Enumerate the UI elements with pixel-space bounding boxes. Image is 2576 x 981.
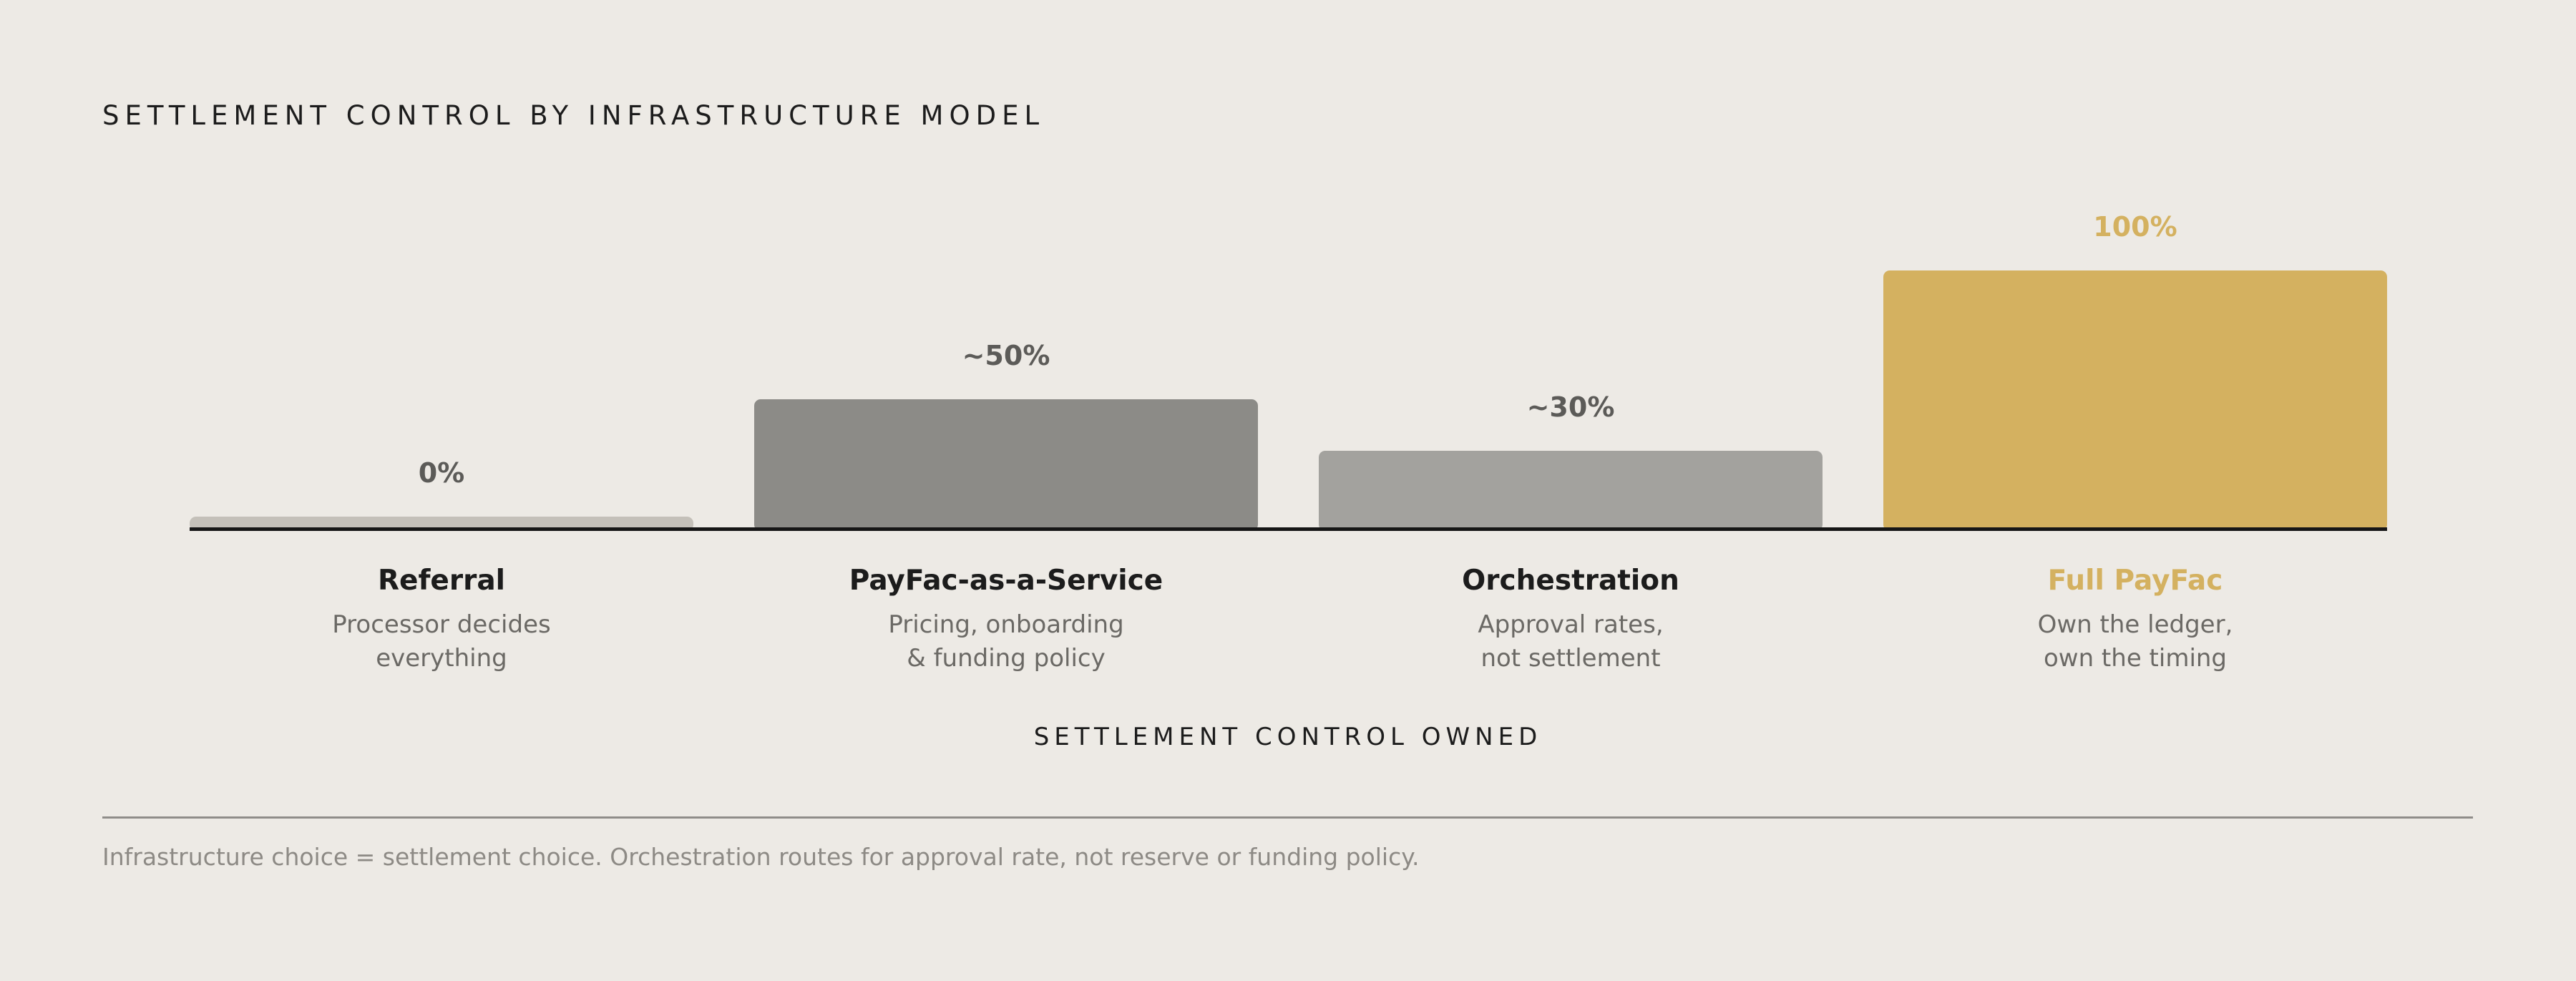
bar-chart: 0% Referral Processor decides everything ~50… [190,211,2387,673]
category-description: own the timing [2044,644,2227,673]
category-description: Pricing, onboarding [888,610,1123,639]
category-label: PayFac-as-a-Service [849,565,1163,597]
category-description: & funding policy [907,644,1105,673]
bar [1883,270,2387,531]
divider [102,816,2473,819]
bar-value-label: 100% [2093,211,2177,243]
bar [754,399,1258,531]
footnote: Infrastructure choice = settlement choic… [102,843,1420,871]
category-description: Own the ledger, [2038,610,2233,639]
category-label: Full PayFac [2048,565,2223,597]
category-description: everything [376,644,507,673]
category-description: not settlement [1480,644,1660,673]
chart-title: SETTLEMENT CONTROL BY INFRASTRUCTURE MOD… [102,100,1045,131]
bar-value-label: 0% [419,457,465,489]
bar-value-label: ~30% [1527,391,1615,423]
bar-value-label: ~50% [962,340,1050,371]
baseline [190,527,2387,531]
x-axis-label: SETTLEMENT CONTROL OWNED [1033,723,1543,751]
category-label: Referral [378,565,505,597]
bar [1319,451,1823,531]
category-label: Orchestration [1462,565,1679,597]
category-description: Approval rates, [1478,610,1663,639]
category-description: Processor decides [332,610,550,639]
